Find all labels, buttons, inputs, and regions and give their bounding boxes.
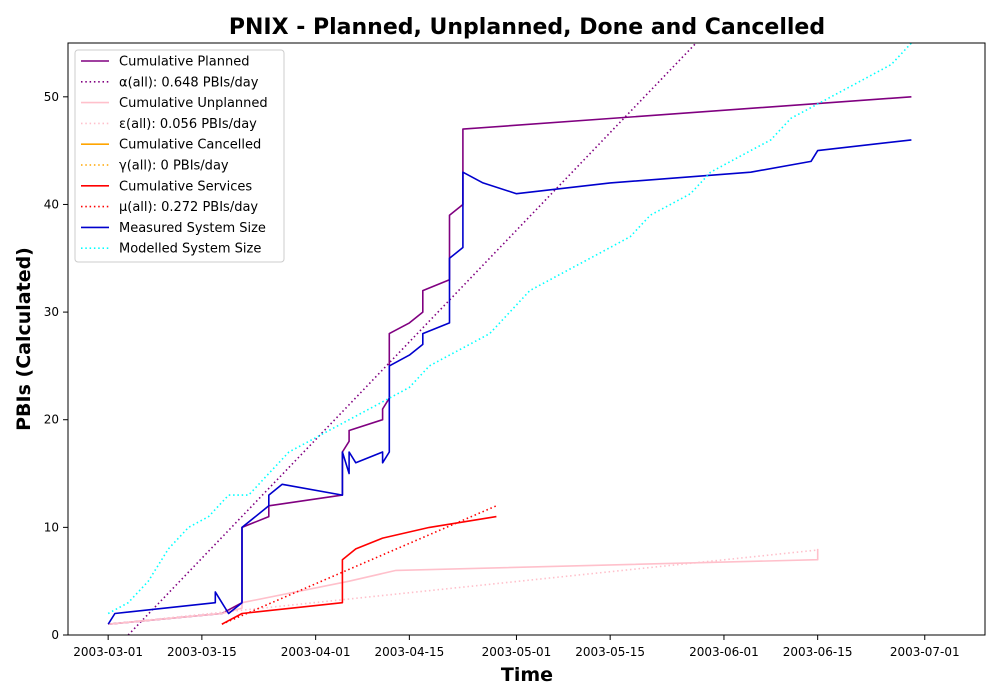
legend-label-cumulative-services: Cumulative Services	[119, 179, 252, 194]
x-tick-label: 2003-03-15	[167, 645, 237, 659]
x-axis-label: Time	[501, 664, 553, 686]
x-tick-label: 2003-05-15	[575, 645, 645, 659]
legend-label-all-0-648-pbis-day: α(all): 0.648 PBIs/day	[119, 75, 259, 90]
series-line-7	[221, 515, 497, 625]
series-line-8	[221, 505, 497, 625]
plot-frame	[67, 42, 986, 636]
y-tick-label: 30	[44, 305, 59, 319]
legend-label-cumulative-unplanned: Cumulative Unplanned	[119, 96, 268, 111]
y-axis: 0 10 20 30 40 50	[44, 90, 68, 642]
series-line-10	[107, 43, 912, 615]
x-tick-label: 2003-07-01	[890, 645, 960, 659]
x-tick-label: 2003-06-15	[783, 645, 853, 659]
series-line-3	[108, 548, 819, 625]
x-tick-label: 2003-06-01	[689, 645, 759, 659]
legend-label-cumulative-planned: Cumulative Planned	[119, 55, 249, 70]
legend-box	[74, 49, 285, 263]
series-line-9	[107, 139, 912, 625]
x-axis: 2003-03-01 2003-03-15 2003-04-01 2003-04-15…	[73, 635, 960, 659]
series-line-2	[127, 43, 698, 635]
legend: Cumulative Planned α(all): 0.648 PBIs/day…	[74, 49, 285, 263]
x-tick-label: 2003-04-15	[374, 645, 444, 659]
y-axis-label: PBIs (Calculated)	[13, 247, 35, 431]
chart-title: PNIX - Planned, Unplanned, Done and Canc…	[229, 15, 825, 40]
series-line-4	[108, 549, 818, 625]
legend-label-modelled-system-size: Modelled System Size	[119, 242, 261, 257]
legend-label-all-0-056-pbis-day: ε(all): 0.056 PBIs/day	[119, 117, 257, 132]
legend-label-all-0-pbis-day: γ(all): 0 PBIs/day	[119, 159, 229, 174]
x-tick-label: 2003-05-01	[482, 645, 552, 659]
y-tick-label: 10	[44, 520, 59, 534]
x-tick-label: 2003-03-01	[73, 645, 143, 659]
x-tick-label: 2003-04-01	[281, 645, 351, 659]
legend-label-measured-system-size: Measured System Size	[119, 221, 266, 236]
legend-label-all-0-272-pbis-day: μ(all): 0.272 PBIs/day	[119, 200, 258, 215]
series-layer	[107, 43, 912, 635]
y-tick-label: 20	[44, 413, 59, 427]
series-line-1	[108, 96, 912, 625]
y-tick-label: 50	[44, 90, 59, 104]
legend-label-cumulative-cancelled: Cumulative Cancelled	[119, 138, 261, 153]
y-tick-label: 40	[44, 197, 59, 211]
y-tick-label: 0	[51, 628, 59, 642]
